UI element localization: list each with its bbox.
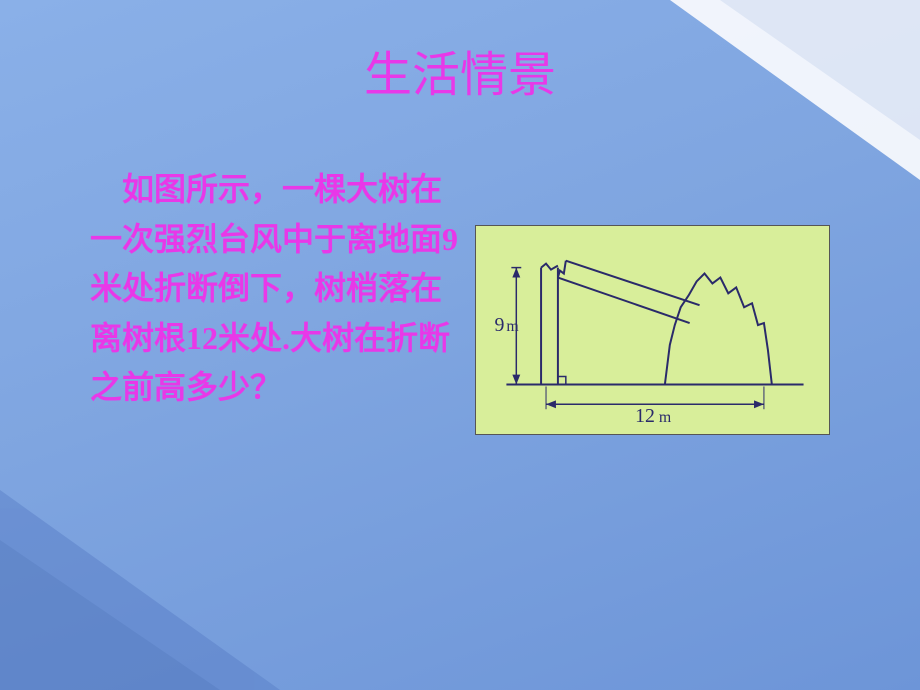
dim-v-label-num: 9 (495, 314, 505, 336)
dim-v-label-unit: m (506, 318, 519, 335)
diagram-svg: 9 m 12 m (476, 226, 829, 434)
dim-h-arrow-r (754, 400, 764, 408)
decor-corner-bottom (0, 490, 280, 690)
dim-v-arrow-top (512, 268, 520, 278)
slide-title: 生活情景 (0, 35, 920, 105)
right-angle-marker (558, 377, 566, 385)
tree-diagram: 9 m 12 m (475, 225, 830, 435)
dim-h-label-num: 12 (635, 405, 655, 427)
problem-text: 如图所示，一棵大树在一次强烈台风中于离地面9米处折断倒下，树梢落在离树根12米处… (90, 165, 460, 413)
dim-h-arrow-l (546, 400, 556, 408)
dim-h-label-unit: m (659, 409, 672, 426)
slide: 生活情景 如图所示，一棵大树在一次强烈台风中于离地面9米处折断倒下，树梢落在离树… (0, 0, 920, 690)
fallen-top-edge (566, 261, 700, 306)
dim-v-arrow-bot (512, 375, 520, 385)
trunk-break-top (541, 264, 558, 270)
tree-crown-outline (665, 274, 772, 385)
fallen-break-end (558, 261, 566, 278)
fallen-bottom-edge (558, 278, 690, 324)
